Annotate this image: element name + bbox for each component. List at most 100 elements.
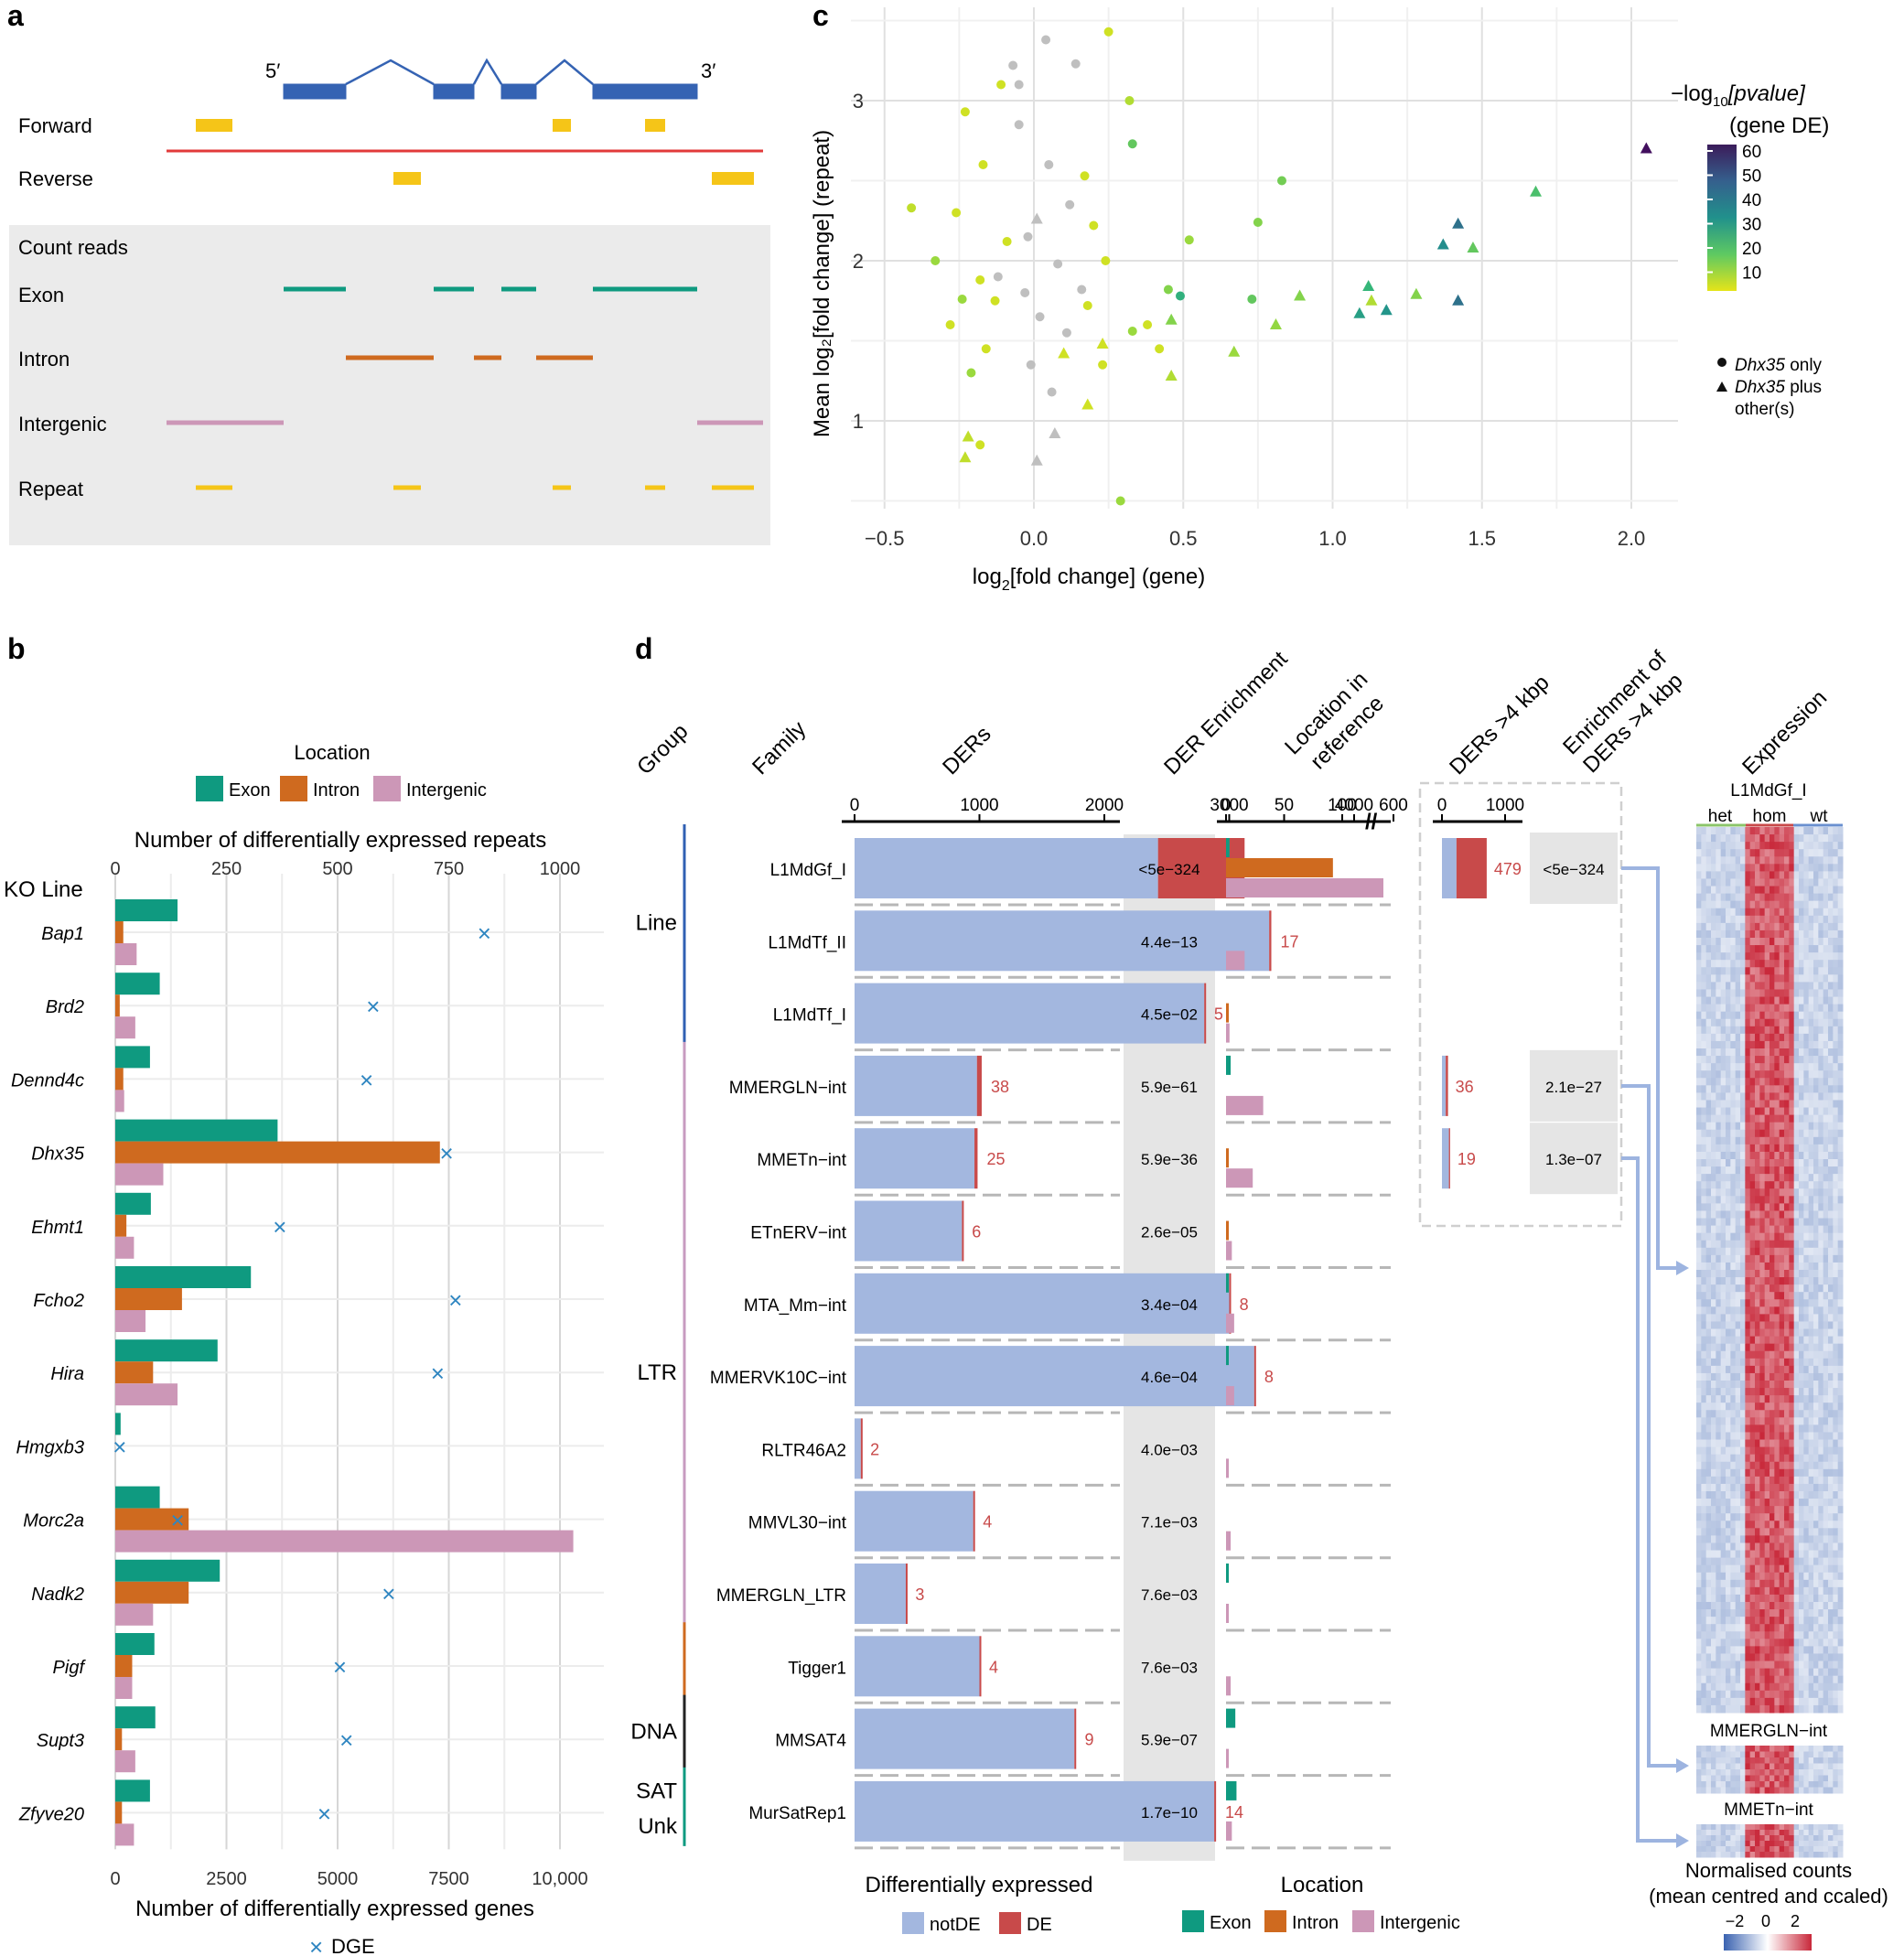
heatmap-cell — [1735, 842, 1741, 850]
heatmap-cell — [1759, 1454, 1766, 1463]
heatmap-cell — [1749, 1746, 1756, 1752]
heatmap-cell — [1818, 1018, 1824, 1027]
heatmap-cell — [1818, 1151, 1824, 1160]
heatmap-cell — [1784, 1129, 1790, 1138]
heatmap-cell — [1711, 1775, 1716, 1782]
heatmap-cell — [1833, 1557, 1839, 1566]
heatmap-cell — [1720, 1122, 1727, 1131]
heatmap-cell — [1803, 1033, 1810, 1042]
heatmap-cell — [1808, 1757, 1814, 1764]
heatmap-cell — [1730, 1321, 1737, 1330]
c-point-circle — [1155, 344, 1165, 354]
heatmap-cell — [1833, 1787, 1839, 1794]
heatmap-cell — [1716, 1262, 1722, 1271]
heatmap-cell — [1745, 1174, 1751, 1182]
heatmap-cell — [1696, 982, 1702, 990]
heatmap-cell — [1740, 893, 1746, 902]
heatmap-cell — [1793, 1188, 1800, 1197]
heatmap-cell — [1720, 1181, 1727, 1189]
heatmap-cell — [1735, 1499, 1741, 1507]
heatmap-cell — [1755, 1410, 1760, 1418]
heatmap-cell — [1701, 1660, 1707, 1670]
der-enrichment-value: 7.6e−03 — [1141, 1659, 1198, 1676]
gene-exon-2 — [433, 83, 475, 100]
heatmap-cell — [1799, 1675, 1804, 1684]
heatmap-cell — [1720, 1033, 1727, 1042]
heatmap-cell — [1793, 1528, 1800, 1536]
heatmap-cell — [1808, 1314, 1814, 1322]
heatmap-cell — [1793, 1136, 1800, 1145]
heatmap-cell — [1711, 1056, 1716, 1064]
heatmap-cell — [1837, 878, 1844, 887]
heatmap-cell — [1740, 1631, 1746, 1639]
heatmap-cell — [1837, 1846, 1844, 1853]
heatmap-cell — [1789, 1350, 1795, 1360]
heatmap-cell — [1711, 1602, 1716, 1610]
heatmap-cell — [1720, 1056, 1727, 1064]
heatmap-cell — [1749, 1781, 1756, 1788]
heatmap-cell — [1803, 1528, 1810, 1536]
long-enrichment-value: 2.1e−27 — [1545, 1079, 1602, 1096]
heatmap-cell — [1705, 1048, 1712, 1057]
heatmap-cell — [1696, 1011, 1702, 1020]
heatmap-cell — [1784, 945, 1790, 953]
heatmap-cell — [1716, 871, 1722, 879]
b-dge-marker: × — [273, 1213, 286, 1241]
heatmap-cell — [1755, 1018, 1760, 1027]
heatmap-cell — [1813, 1343, 1819, 1352]
heatmap-cell — [1770, 1188, 1775, 1197]
heatmap-cell — [1779, 1653, 1785, 1662]
heatmap-cell — [1701, 1011, 1707, 1020]
heatmap-cell — [1705, 1410, 1712, 1418]
heatmap-cell — [1818, 1690, 1824, 1699]
heatmap-cell — [1705, 1114, 1712, 1123]
heatmap-cell — [1755, 945, 1760, 953]
heatmap-cell — [1745, 878, 1751, 887]
heatmap-cell — [1716, 1454, 1722, 1463]
heatmap-cell — [1770, 952, 1775, 961]
heatmap-cell — [1716, 1040, 1722, 1049]
heatmap-cell — [1749, 893, 1756, 902]
heatmap-cell — [1770, 1653, 1775, 1662]
heatmap-cell — [1808, 1048, 1814, 1057]
heatmap-cell — [1749, 1690, 1756, 1699]
heatmap-cell — [1745, 1835, 1751, 1842]
heatmap-cell — [1720, 1188, 1727, 1197]
heatmap-cell — [1774, 1746, 1780, 1752]
heatmap-cell — [1764, 1018, 1770, 1027]
heatmap-cell — [1764, 1746, 1770, 1752]
heatmap-cell — [1696, 1136, 1702, 1145]
heatmap-cell — [1726, 1365, 1731, 1374]
heatmap-cell — [1696, 1528, 1702, 1536]
heatmap-cell — [1770, 1852, 1775, 1858]
heatmap-cell — [1779, 1572, 1785, 1581]
heatmap-cell — [1740, 1144, 1746, 1153]
loc-bar-exon — [1226, 1780, 1237, 1800]
heatmap-cell — [1705, 1468, 1712, 1478]
heatmap-cell — [1813, 1550, 1819, 1559]
heatmap-cell — [1823, 842, 1829, 850]
heatmap-cell — [1799, 1381, 1804, 1389]
heatmap-cell — [1837, 1602, 1844, 1610]
heatmap-cell — [1711, 1181, 1716, 1189]
heatmap-cell — [1716, 1196, 1722, 1204]
heatmap-cell — [1726, 864, 1731, 872]
heatmap-cell — [1823, 1151, 1829, 1160]
heatmap-cell — [1837, 1114, 1844, 1123]
heatmap-cell — [1808, 1358, 1814, 1367]
heatmap-cell — [1711, 1660, 1716, 1670]
heatmap-cell — [1720, 1196, 1727, 1204]
heatmap-cell — [1828, 1321, 1834, 1330]
heatmap-cell — [1726, 1542, 1731, 1552]
heatmap-cell — [1793, 1763, 1800, 1770]
heatmap-cell — [1735, 1196, 1741, 1204]
heatmap-cell — [1716, 1461, 1722, 1470]
loc-bar-exon — [1226, 1564, 1229, 1583]
heatmap-cell — [1818, 1306, 1824, 1315]
heatmap-cell — [1828, 1254, 1834, 1263]
heatmap-cell — [1813, 1586, 1819, 1596]
heatmap-cell — [1789, 1078, 1795, 1086]
heatmap-cell — [1774, 1092, 1780, 1101]
heatmap-cell — [1735, 960, 1741, 968]
